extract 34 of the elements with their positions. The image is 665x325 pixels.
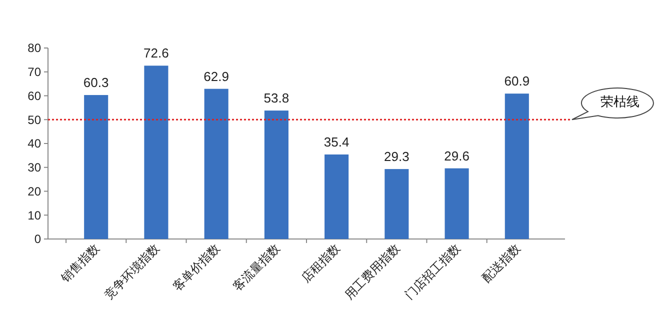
ref-line-label: 荣枯线 (600, 94, 640, 110)
bar (264, 110, 288, 239)
bar (324, 154, 349, 239)
bar (504, 94, 529, 239)
data-label: 72.6 (144, 46, 169, 61)
y-tick-label: 60 (28, 88, 42, 103)
x-tick-label: 客单价指数 (170, 241, 222, 294)
y-tick-label: 20 (28, 184, 42, 198)
y-tick-label: 30 (28, 160, 42, 175)
y-tick-label: 70 (28, 65, 42, 80)
y-tick-label: 0 (34, 232, 42, 246)
y-tick-label: 10 (28, 208, 42, 222)
data-label: 60.3 (83, 75, 109, 90)
data-label: 35.4 (324, 134, 350, 150)
y-tick-label: 50 (28, 112, 42, 127)
y-tick-label: 40 (28, 136, 42, 151)
x-tick-label: 客流量指数 (230, 241, 283, 294)
x-tick-label: 销售指数 (58, 241, 102, 286)
bar (444, 168, 469, 239)
x-tick-label: 配送指数 (479, 241, 524, 286)
x-tick-label: 用工费用指数 (342, 241, 403, 302)
data-label: 60.9 (504, 74, 530, 89)
data-label: 29.3 (384, 149, 410, 164)
bar (144, 66, 168, 239)
x-tick-label: 竞争环境指数 (102, 241, 162, 302)
bar (204, 88, 228, 239)
x-tick-label: 店租指数 (298, 241, 343, 286)
x-tick-label: 门店招工指数 (402, 241, 463, 302)
y-tick-label: 80 (28, 41, 42, 56)
bar (84, 95, 108, 239)
data-label: 53.8 (264, 90, 290, 106)
data-label: 29.6 (444, 148, 470, 164)
data-label: 62.9 (204, 68, 229, 84)
bar (384, 169, 409, 239)
